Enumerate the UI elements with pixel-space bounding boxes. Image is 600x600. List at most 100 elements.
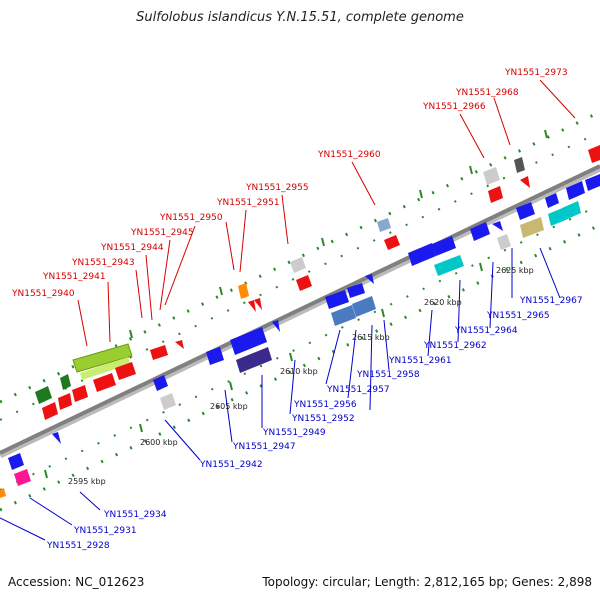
gene-orange [0, 488, 6, 498]
gene-gray [497, 234, 511, 250]
gene-red [93, 373, 116, 392]
gene-label: YN1551_2967 [519, 296, 583, 306]
leader-line [0, 517, 46, 541]
leader-line [539, 247, 561, 299]
tick [479, 262, 483, 272]
gene-label: YN1551_2964 [454, 326, 518, 336]
gene-blue [516, 202, 535, 220]
gene-label: YN1551_2955 [245, 183, 309, 193]
tick [129, 329, 133, 339]
gene-blue [566, 181, 585, 200]
scale-label: 2625 kbp [496, 266, 534, 275]
map-title: Sulfolobus islandicus Y.N.15.51, complet… [136, 10, 464, 25]
gene-darkgreen [60, 374, 71, 390]
leader-line [383, 319, 390, 371]
bottom-gene-labels: YN1551_2928 YN1551_2931 YN1551_2934 YN15… [46, 296, 583, 551]
leader-line [493, 97, 511, 146]
tick-marks [44, 129, 548, 479]
genes-outer [35, 145, 600, 420]
gene-label: YN1551_2962 [423, 341, 487, 351]
genes-inner [0, 174, 600, 498]
gene-label: YN1551_2957 [326, 385, 390, 395]
gene-blue [230, 327, 267, 355]
leader-line [351, 161, 376, 206]
gene-red [150, 345, 168, 360]
leader-line [539, 79, 576, 119]
tick [229, 381, 233, 391]
gene-orange [238, 283, 249, 299]
gene-red [296, 275, 312, 291]
gene-blue [325, 290, 349, 309]
gene-blue-small [272, 320, 280, 332]
leader-lines-top [77, 79, 576, 347]
gene-khaki [520, 217, 544, 238]
gene-label: YN1551_2944 [100, 243, 164, 253]
leader-line [107, 281, 111, 343]
leader-line [239, 209, 247, 273]
gene-blue [153, 375, 168, 391]
tick [469, 165, 473, 175]
scale-label: 2595 kbp [68, 477, 106, 486]
gene-steelblue [352, 296, 376, 317]
gene-magenta [14, 469, 31, 486]
gene-label: YN1551_2934 [103, 510, 167, 520]
scale-label: 2615 kbp [352, 333, 390, 342]
gene-label: YN1551_2960 [317, 150, 381, 160]
gene-label: YN1551_2968 [455, 88, 519, 98]
gene-label: YN1551_2943 [71, 258, 135, 268]
gene-red [42, 402, 58, 420]
gene-lightgreen [80, 357, 130, 380]
track-inner-1 [0, 204, 600, 491]
gene-blue [347, 283, 365, 298]
leader-line [164, 225, 196, 306]
gene-blue [206, 347, 224, 365]
scale-label: 2600 kbp [140, 438, 178, 447]
leader-line [347, 329, 357, 399]
gene-darkgray [514, 157, 525, 173]
leader-line [224, 389, 233, 443]
gene-label: YN1551_2961 [388, 356, 452, 366]
gene-label: YN1551_2973 [504, 68, 568, 78]
gene-red-small [248, 300, 256, 312]
gene-lightblue [377, 218, 391, 232]
gene-darkgreen [35, 386, 52, 404]
leader-line [225, 221, 235, 271]
gene-steelblue [331, 305, 356, 326]
tick [219, 286, 223, 296]
leader-line [457, 279, 461, 343]
gene-green [72, 343, 133, 373]
leader-line [164, 419, 201, 461]
tick [321, 237, 325, 247]
gene-label: YN1551_2947 [232, 442, 296, 452]
gene-label: YN1551_2950 [159, 213, 223, 223]
gene-label: YN1551_2958 [356, 370, 420, 380]
gene-red [58, 393, 72, 410]
leader-line [145, 254, 153, 321]
leader-line [427, 309, 433, 357]
gene-cyan [562, 201, 581, 220]
gene-blue [408, 243, 436, 266]
leader-line [459, 113, 485, 159]
gene-label: YN1551_2928 [46, 541, 110, 551]
gene-label: YN1551_2942 [199, 460, 263, 470]
leader-line [29, 497, 73, 526]
tick [289, 352, 293, 362]
gene-blue [470, 222, 490, 241]
scale-label: 2620 kbp [424, 298, 462, 307]
gene-gray [483, 167, 500, 185]
leader-line [489, 261, 494, 329]
leader-line [281, 194, 289, 245]
gene-label: YN1551_2966 [422, 102, 486, 112]
gene-blue [432, 236, 456, 256]
leader-line [77, 299, 88, 347]
gene-blue [8, 453, 24, 470]
tick [381, 308, 385, 318]
leader-line [325, 329, 341, 385]
gene-cyan [434, 255, 464, 276]
gene-red-small [254, 298, 262, 310]
accession-text: Accession: NC_012623 [8, 575, 145, 589]
tick [544, 129, 548, 139]
backbone-line [0, 164, 600, 455]
gene-blue [585, 174, 600, 191]
scale-labels: 2595 kbp 2600 kbp 2605 kbp 2610 kbp 2615… [68, 266, 534, 486]
